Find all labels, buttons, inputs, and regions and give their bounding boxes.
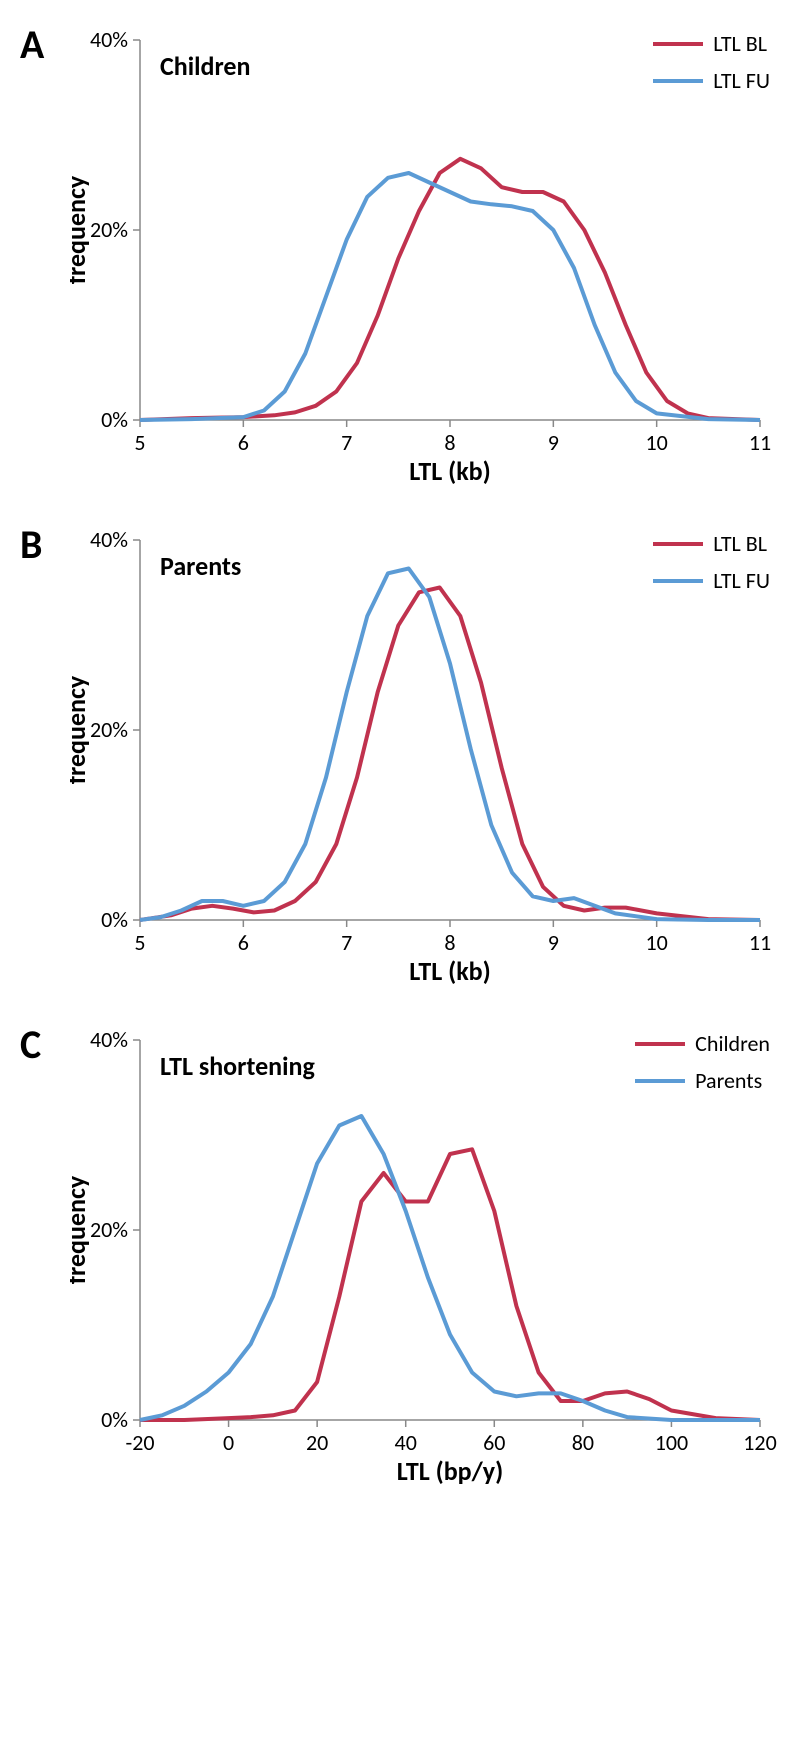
svg-text:100: 100: [655, 1429, 688, 1456]
legend-item: Parents: [635, 1067, 770, 1094]
svg-text:frequency: frequency: [70, 175, 92, 284]
legend-item: LTL BL: [653, 30, 770, 57]
svg-text:LTL (bp/y): LTL (bp/y): [397, 1455, 503, 1487]
svg-text:10: 10: [646, 929, 668, 956]
svg-text:0%: 0%: [101, 1406, 128, 1433]
svg-text:5: 5: [134, 929, 145, 956]
panel-A: A Children LTL BL LTL FU 5 6 7 8 9 10 11 0% 20% 40% LT…: [20, 20, 790, 490]
legend-swatch: [653, 579, 703, 583]
legend-label: LTL BL: [713, 30, 767, 57]
svg-text:60: 60: [483, 1429, 505, 1456]
svg-text:LTL (kb): LTL (kb): [409, 955, 490, 987]
svg-text:40: 40: [395, 1429, 417, 1456]
legend-swatch: [635, 1042, 685, 1046]
panel-C: C LTL shortening Children Parents -20 0 20 40 60…: [20, 1020, 790, 1490]
svg-text:5: 5: [134, 429, 145, 456]
panel-label-A: A: [20, 20, 44, 69]
svg-text:9: 9: [548, 429, 559, 456]
svg-text:11: 11: [749, 929, 771, 956]
series-line: [140, 1149, 760, 1420]
legend-label: Parents: [695, 1067, 762, 1094]
svg-text:8: 8: [444, 429, 455, 456]
series-line: [140, 569, 760, 921]
legend-B: LTL BL LTL FU: [653, 530, 770, 604]
legend-C: Children Parents: [635, 1030, 770, 1104]
legend-swatch: [653, 79, 703, 83]
svg-text:10: 10: [646, 429, 668, 456]
svg-text:20%: 20%: [90, 216, 128, 243]
svg-text:LTL (kb): LTL (kb): [409, 455, 490, 487]
svg-text:frequency: frequency: [70, 1175, 92, 1284]
svg-text:7: 7: [341, 929, 352, 956]
chart-wrap-A: Children LTL BL LTL FU 5 6 7 8 9 10 11 0% 20% 40% LTL…: [70, 20, 790, 490]
svg-text:0%: 0%: [101, 406, 128, 433]
chart-title-A: Children: [160, 50, 250, 82]
legend-item: Children: [635, 1030, 770, 1057]
svg-text:7: 7: [341, 429, 352, 456]
svg-text:6: 6: [238, 429, 249, 456]
chart-wrap-B: Parents LTL BL LTL FU 5 6 7 8 9 10 11 0% 20% 40% LTL …: [70, 520, 790, 990]
legend-item: LTL BL: [653, 530, 770, 557]
svg-text:11: 11: [749, 429, 771, 456]
svg-text:6: 6: [238, 929, 249, 956]
legend-swatch: [653, 542, 703, 546]
chart-wrap-C: LTL shortening Children Parents -20 0 20 40 60 8…: [70, 1020, 790, 1490]
svg-text:120: 120: [743, 1429, 776, 1456]
svg-text:-20: -20: [125, 1429, 154, 1456]
series-line: [140, 1116, 760, 1420]
chart-title-B: Parents: [160, 550, 241, 582]
figure-container: AChildrenLTL BLLTL FU5678910110%20%40%LT…: [20, 20, 790, 1490]
legend-item: LTL FU: [653, 67, 770, 94]
svg-text:80: 80: [572, 1429, 594, 1456]
svg-text:40%: 40%: [90, 26, 128, 53]
legend-A: LTL BL LTL FU: [653, 30, 770, 104]
svg-text:40%: 40%: [90, 1026, 128, 1053]
chart-title-C: LTL shortening: [160, 1050, 315, 1082]
panel-B: B Parents LTL BL LTL FU 5 6 7 8 9 10 11 0% 20% 40% LTL…: [20, 520, 790, 990]
svg-text:40%: 40%: [90, 526, 128, 553]
svg-text:20: 20: [306, 1429, 328, 1456]
legend-label: LTL BL: [713, 530, 767, 557]
legend-swatch: [635, 1079, 685, 1083]
svg-text:0: 0: [223, 1429, 234, 1456]
panel-label-B: B: [20, 520, 42, 569]
legend-label: LTL FU: [713, 67, 770, 94]
legend-label: LTL FU: [713, 567, 770, 594]
svg-text:0%: 0%: [101, 906, 128, 933]
legend-swatch: [653, 42, 703, 46]
legend-label: Children: [695, 1030, 770, 1057]
series-line: [140, 173, 760, 420]
legend-item: LTL FU: [653, 567, 770, 594]
panel-label-C: C: [20, 1020, 41, 1069]
svg-text:20%: 20%: [90, 1216, 128, 1243]
series-line: [140, 159, 760, 420]
svg-text:8: 8: [444, 929, 455, 956]
svg-text:9: 9: [548, 929, 559, 956]
series-line: [140, 588, 760, 921]
svg-text:frequency: frequency: [70, 675, 92, 784]
svg-text:20%: 20%: [90, 716, 128, 743]
